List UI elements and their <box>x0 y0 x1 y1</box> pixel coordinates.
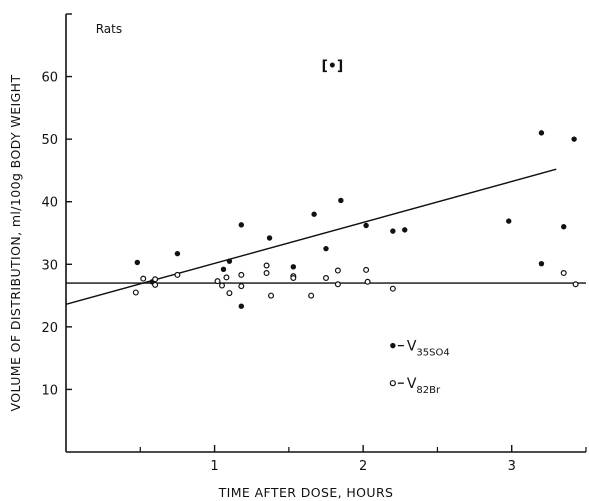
annotation-rats: Rats <box>96 22 122 36</box>
point-so4 <box>238 303 245 309</box>
point-so4 <box>402 227 408 233</box>
point-br <box>389 285 396 292</box>
ticks: 10 20 30 40 50 60 1 2 3 <box>41 13 587 474</box>
x-axis-title: TIME AFTER DOSE, HOURS <box>218 485 394 500</box>
point-so4 <box>561 224 567 230</box>
point-so4 <box>538 260 545 267</box>
point-so4 <box>338 197 344 204</box>
point-so4 <box>238 222 245 228</box>
point-so4 <box>506 218 512 224</box>
point-br <box>334 267 341 274</box>
y-tick-label-30: 30 <box>41 258 58 273</box>
point-br <box>363 266 370 273</box>
y-tick-label-10: 10 <box>41 383 58 398</box>
point-br <box>560 270 567 277</box>
fit-lines <box>65 168 586 306</box>
legend-marker-br <box>389 380 396 387</box>
point-br <box>219 282 226 289</box>
point-br <box>226 290 233 297</box>
point-br <box>223 274 230 281</box>
point-so4 <box>220 266 227 272</box>
points <box>132 130 579 309</box>
point-br <box>238 271 245 278</box>
point-br <box>132 289 139 296</box>
legend-label-so4: V35SO4 <box>407 339 450 359</box>
point-br <box>174 271 181 278</box>
annotations: Rats [•] <box>96 22 344 75</box>
point-br <box>268 292 275 299</box>
point-br <box>140 275 147 282</box>
point-so4 <box>363 222 369 229</box>
point-so4 <box>571 136 577 142</box>
x-tick-label-2: 2 <box>359 459 367 474</box>
point-br <box>308 292 315 299</box>
point-br <box>263 262 270 269</box>
point-br <box>364 278 371 285</box>
y-tick-label-40: 40 <box>41 196 58 211</box>
point-so4 <box>134 259 141 266</box>
point-so4 <box>538 130 545 136</box>
legend-marker-so4 <box>390 342 396 349</box>
point-br <box>572 281 579 288</box>
point-so4 <box>266 235 273 241</box>
x-tick-label-3: 3 <box>508 459 516 474</box>
point-so4 <box>311 211 317 217</box>
y-tick-label-60: 60 <box>41 71 58 86</box>
point-so4 <box>290 264 297 270</box>
point-br <box>334 281 341 288</box>
y-tick-label-20: 20 <box>41 321 58 336</box>
point-br <box>263 270 270 277</box>
y-axis-title: VOLUME OF DISTRIBUTION, ml/100g BODY WEI… <box>8 75 23 412</box>
x-tick-label-1: 1 <box>210 459 218 474</box>
legend: V35SO4 V82Br <box>389 339 450 396</box>
point-so4 <box>390 228 396 234</box>
fit-line-so4 <box>65 168 557 306</box>
point-br <box>214 278 221 285</box>
y-tick-label-50: 50 <box>41 133 58 148</box>
point-so4 <box>174 250 181 257</box>
legend-label-br: V82Br <box>407 376 441 396</box>
point-so4 <box>226 258 233 264</box>
point-br <box>290 275 297 282</box>
point-br <box>152 276 159 283</box>
point-br <box>323 275 330 282</box>
point-so4 <box>323 245 329 252</box>
point-br <box>152 281 159 288</box>
annotation-outlier: [•] <box>322 58 344 74</box>
axes <box>65 14 586 453</box>
point-br <box>238 283 245 290</box>
